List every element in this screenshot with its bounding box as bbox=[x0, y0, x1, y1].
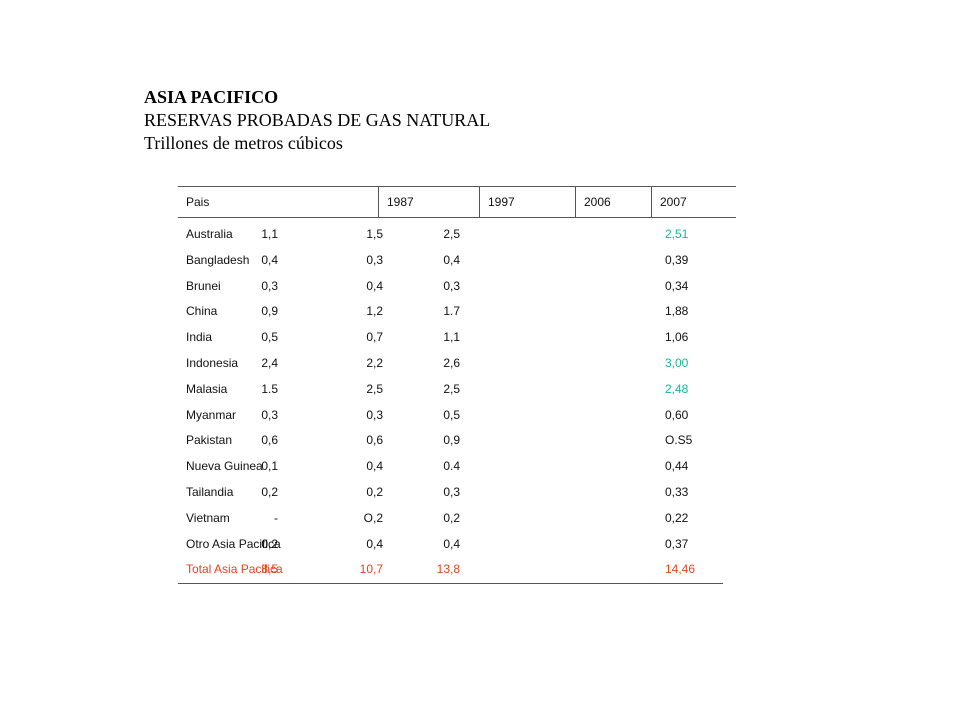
cell-2007: O.S5 bbox=[665, 433, 693, 448]
table-row: Malasia 1.5 2,5 2,5 2,48 bbox=[178, 377, 723, 403]
table-row: Vietnam - O,2 0,2 0,22 bbox=[178, 506, 723, 532]
header-country: Pais bbox=[178, 187, 379, 217]
cell-2007: 2,51 bbox=[665, 227, 689, 241]
cell-1987: 0,2 bbox=[261, 536, 278, 551]
cell-2006: 0,9 bbox=[443, 433, 460, 448]
table-row: Myanmar 0,3 0,3 0,5 0,60 bbox=[178, 403, 723, 429]
table-row: Otro Asia Pacifica 0,2 0,4 0,4 0,37 bbox=[178, 532, 723, 558]
cell-2007: 1,06 bbox=[665, 330, 689, 345]
cell-1997: 0,3 bbox=[366, 252, 383, 267]
header-2007: 2007 bbox=[660, 195, 687, 209]
cell-2006: 0,2 bbox=[443, 510, 460, 525]
table-row: Bangladesh 0,4 0,3 0,4 0,39 bbox=[178, 248, 723, 274]
header-2006: 2006 bbox=[576, 187, 652, 217]
cell-2006: 2,5 bbox=[443, 381, 460, 396]
cell-2006: 2,5 bbox=[443, 227, 460, 241]
total-row: Total Asia Pacifica 8,5 10,7 13,8 14,46 bbox=[178, 557, 723, 583]
cell-2006: 13,8 bbox=[436, 562, 460, 577]
header-1997: 1997 bbox=[480, 187, 576, 217]
cell-2006: 1,1 bbox=[443, 330, 460, 345]
cell-1987: 0,4 bbox=[261, 252, 278, 267]
cell-country: India bbox=[186, 330, 213, 345]
cell-1987: 0,2 bbox=[261, 484, 278, 499]
cell-1987: 0,5 bbox=[261, 330, 278, 345]
header-1987: 1987 bbox=[379, 187, 480, 217]
cell-1997: 0,4 bbox=[366, 278, 383, 293]
cell-1997: 2,5 bbox=[366, 381, 383, 396]
cell-2007: 0,37 bbox=[665, 536, 689, 551]
cell-2006: 0,3 bbox=[443, 278, 460, 293]
cell-2007: 2,48 bbox=[665, 381, 689, 396]
cell-1987: 0,9 bbox=[261, 304, 278, 319]
table-title: RESERVAS PROBADAS DE GAS NATURAL bbox=[144, 110, 491, 130]
cell-1997: 1,2 bbox=[366, 304, 383, 319]
cell-1997: O,2 bbox=[363, 510, 383, 525]
cell-2006: 0,4 bbox=[443, 252, 460, 267]
cell-1987: 0,6 bbox=[261, 433, 278, 448]
cell-1997: 0,2 bbox=[366, 484, 383, 499]
cell-2007: 0,39 bbox=[665, 252, 689, 267]
table-row: India 0,5 0,7 1,1 1,06 bbox=[178, 325, 723, 351]
cell-1987: 8,5 bbox=[261, 562, 278, 577]
region-title: ASIA PACIFICO bbox=[144, 87, 279, 107]
table-body: Australia 1,1 1,5 2,5 2,51 Bangladesh 0,… bbox=[178, 218, 723, 585]
cell-2007: 14,46 bbox=[665, 562, 696, 577]
cell-country: Australia bbox=[186, 227, 233, 241]
cell-2007: 3,00 bbox=[665, 355, 689, 370]
cell-1997: 2,2 bbox=[366, 355, 383, 370]
cell-1987: 0,3 bbox=[261, 278, 278, 293]
cell-2007: 0,22 bbox=[665, 510, 689, 525]
cell-country: Vietnam bbox=[186, 510, 230, 525]
cell-country: Tailandia bbox=[186, 484, 234, 499]
cell-1997: 0,4 bbox=[366, 536, 383, 551]
table-row: Australia 1,1 1,5 2,5 2,51 bbox=[178, 222, 723, 248]
cell-2007: 0,44 bbox=[665, 459, 689, 474]
cell-1987: 1,1 bbox=[261, 227, 278, 241]
cell-2006: 1.7 bbox=[443, 304, 460, 319]
cell-1997: 0,3 bbox=[366, 407, 383, 422]
cell-2006: 0.4 bbox=[443, 459, 460, 474]
cell-1997: 1,5 bbox=[366, 227, 383, 241]
table-row: Brunei 0,3 0,4 0,3 0,34 bbox=[178, 274, 723, 300]
table-row: Indonesia 2,4 2,2 2,6 3,00 bbox=[178, 351, 723, 377]
cell-country: Total Asia Pacifica bbox=[186, 562, 283, 577]
cell-1997: 0,4 bbox=[366, 459, 383, 474]
cell-country: Brunei bbox=[186, 278, 221, 293]
cell-1987: 0,3 bbox=[261, 407, 278, 422]
cell-country: Malasia bbox=[186, 381, 228, 396]
cell-country: Indonesia bbox=[186, 355, 239, 370]
cell-country: Myanmar bbox=[186, 407, 237, 422]
cell-2006: 0,3 bbox=[443, 484, 460, 499]
table-row: Nueva Guinea 0,1 0,4 0.4 0,44 bbox=[178, 454, 723, 480]
page-heading: ASIA PACIFICO RESERVAS PROBADAS DE GAS N… bbox=[144, 86, 490, 155]
cell-1997: 0,7 bbox=[366, 330, 383, 345]
reserves-table: Pais 1987 1997 2006 2007 Australia 1,1 1… bbox=[178, 186, 736, 585]
cell-country: Nueva Guinea bbox=[186, 459, 263, 474]
cell-country: China bbox=[186, 304, 218, 319]
table-header-row: Pais 1987 1997 2006 2007 bbox=[178, 186, 736, 218]
cell-2007: 1,88 bbox=[665, 304, 689, 319]
table-row: Tailandia 0,2 0,2 0,3 0,33 bbox=[178, 480, 723, 506]
units-subtitle: Trillones de metros cúbicos bbox=[144, 133, 343, 153]
cell-2006: 0,4 bbox=[443, 536, 460, 551]
cell-2007: 0,33 bbox=[665, 484, 689, 499]
cell-2006: 2,6 bbox=[443, 355, 460, 370]
cell-1997: 0,6 bbox=[366, 433, 383, 448]
cell-1987: 2,4 bbox=[261, 355, 278, 370]
cell-2007: 0,60 bbox=[665, 407, 689, 422]
table-row: Pakistan 0,6 0,6 0,9 O.S5 bbox=[178, 428, 723, 454]
cell-1987: 1.5 bbox=[261, 381, 278, 396]
cell-country: Pakistan bbox=[186, 433, 233, 448]
cell-2006: 0,5 bbox=[443, 407, 460, 422]
table-row: China 0,9 1,2 1.7 1,88 bbox=[178, 299, 723, 325]
cell-1987: 0,1 bbox=[261, 459, 278, 474]
cell-1997: 10,7 bbox=[359, 562, 383, 577]
cell-country: Otro Asia Pacifica bbox=[186, 536, 281, 551]
cell-1987: - bbox=[274, 510, 278, 525]
cell-country: Bangladesh bbox=[186, 252, 250, 267]
cell-2007: 0,34 bbox=[665, 278, 689, 293]
